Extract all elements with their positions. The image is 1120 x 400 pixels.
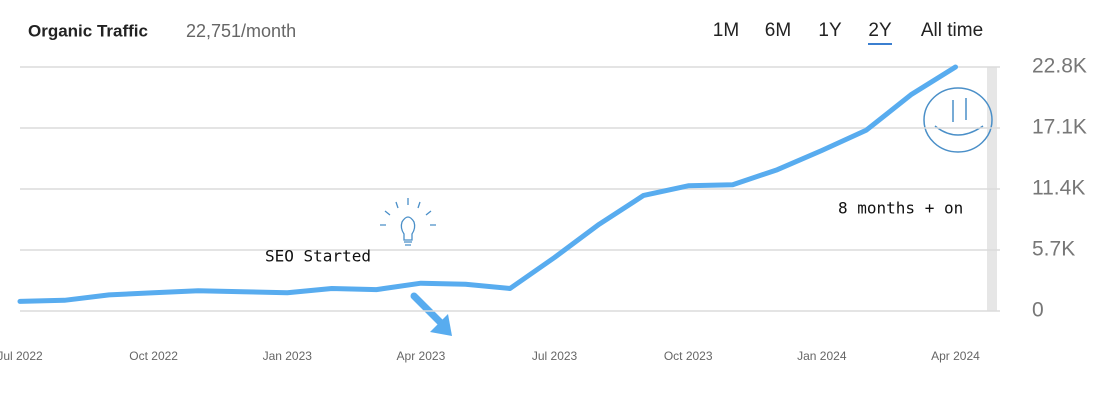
range-button[interactable]: 1Y xyxy=(818,20,842,41)
traffic-line xyxy=(17,64,958,304)
range-button[interactable]: 6M xyxy=(765,20,791,41)
x-tick-label: Apr 2023 xyxy=(397,349,446,363)
y-tick-label: 22.8K xyxy=(1032,55,1087,78)
bulb-icon xyxy=(380,198,436,246)
y-tick-label: 17.1K xyxy=(1032,116,1087,139)
annotation: SEO Started xyxy=(265,247,371,266)
x-tick-label: Jul 2022 xyxy=(0,349,43,363)
arrow-icon xyxy=(410,292,452,336)
chart-subtitle: 22,751/month xyxy=(186,21,296,41)
range-button[interactable]: 1M xyxy=(713,20,739,41)
y-tick-label: 5.7K xyxy=(1032,238,1075,261)
x-tick-label: Jul 2023 xyxy=(532,349,578,363)
x-tick-label: Jan 2023 xyxy=(263,349,313,363)
x-tick-label: Jan 2024 xyxy=(797,349,847,363)
chart-title: Organic Traffic xyxy=(28,21,148,40)
y-tick-label: 0 xyxy=(1032,299,1044,322)
smiley-icon xyxy=(923,87,993,153)
x-tick-label: Oct 2023 xyxy=(664,349,713,363)
range-button[interactable]: All time xyxy=(921,20,983,41)
x-tick-label: Oct 2022 xyxy=(129,349,178,363)
annotation: 8 months + on xyxy=(838,199,963,218)
y-tick-label: 11.4K xyxy=(1032,177,1085,200)
range-button[interactable]: 2Y xyxy=(868,20,892,41)
x-tick-label: Apr 2024 xyxy=(931,349,980,363)
